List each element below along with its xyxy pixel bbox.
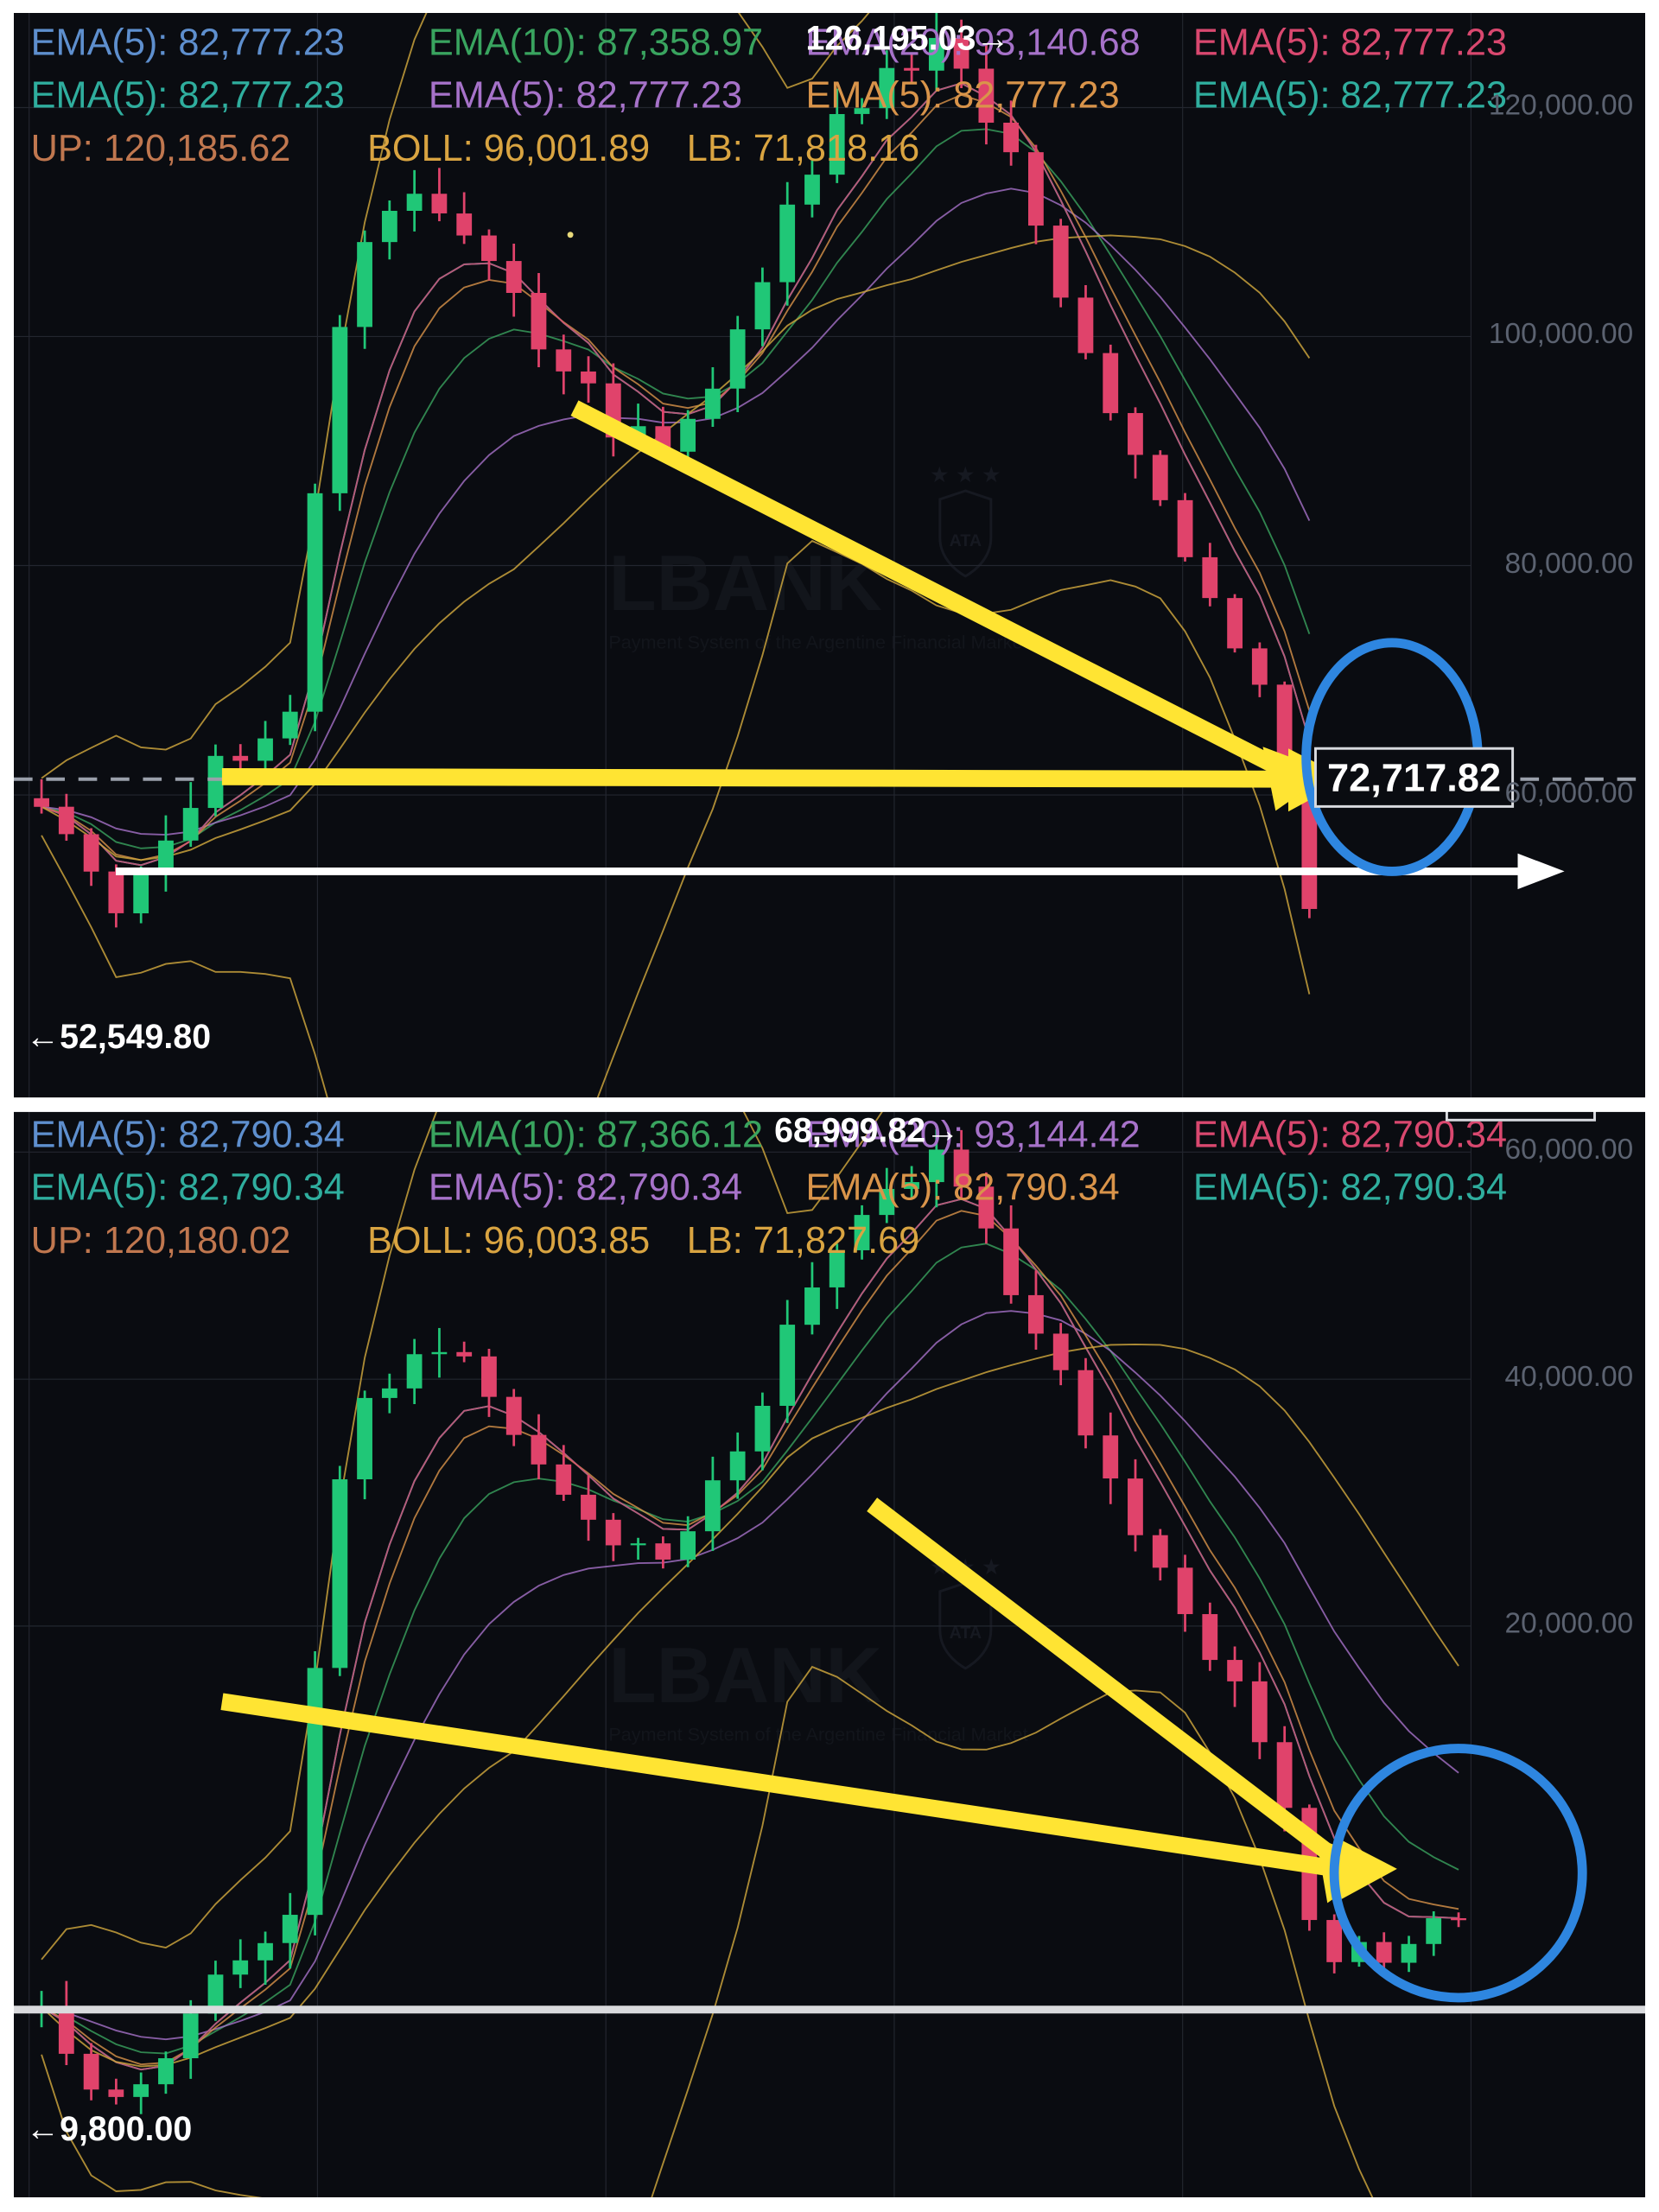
svg-text:ATA: ATA (950, 531, 982, 550)
svg-text:★ ★ ★: ★ ★ ★ (930, 463, 1001, 487)
svg-text:72,717.82: 72,717.82 (1327, 756, 1501, 800)
svg-text:Payment System of the Argentin: Payment System of the Argentine Financia… (608, 1724, 1027, 1745)
svg-text:ATA: ATA (950, 1624, 982, 1643)
svg-text:Payment System of the Argentin: Payment System of the Argentine Financia… (608, 632, 1027, 653)
svg-text:LBANK: LBANK (608, 1632, 882, 1719)
